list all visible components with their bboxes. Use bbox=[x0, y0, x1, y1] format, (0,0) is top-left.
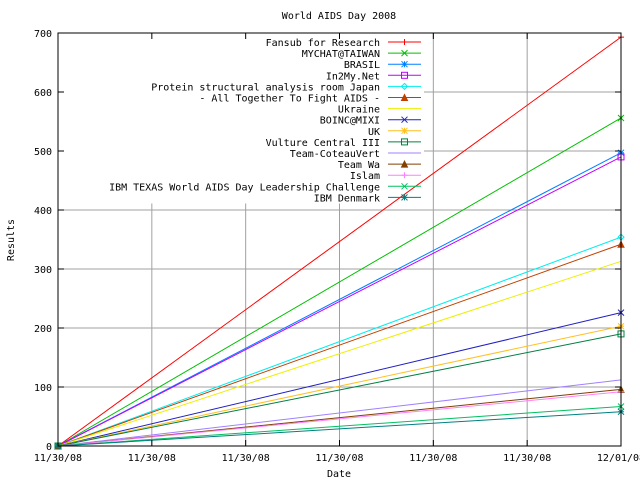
legend-label: Vulture Central III bbox=[266, 138, 380, 149]
legend: Fansub for ResearchMYCHAT@TAIWANBRASILIn… bbox=[109, 38, 421, 204]
series-line bbox=[57, 36, 622, 447]
legend-label: Team Wa bbox=[338, 160, 380, 171]
x-tick-label: 11/30/08 bbox=[34, 453, 82, 464]
x-axis-label: Date bbox=[327, 469, 351, 480]
point-marker bbox=[400, 159, 409, 168]
series-line bbox=[57, 379, 622, 447]
series-line bbox=[57, 312, 622, 447]
legend-label: In2My.Net bbox=[326, 71, 380, 82]
legend-label: - All Together To Fight AIDS - bbox=[199, 94, 380, 105]
grid bbox=[58, 33, 621, 446]
point-marker bbox=[401, 116, 408, 124]
y-axis-label: Results bbox=[6, 219, 17, 261]
x-tick-label: 11/30/08 bbox=[128, 453, 176, 464]
legend-label: UK bbox=[368, 127, 380, 138]
legend-box bbox=[60, 34, 424, 204]
series-line bbox=[57, 236, 622, 447]
legend-label: Team-CoteauVert bbox=[290, 149, 380, 160]
y-tick-label: 200 bbox=[34, 324, 52, 335]
point-marker bbox=[401, 127, 408, 135]
y-tick-label: 0 bbox=[46, 442, 52, 453]
series-line bbox=[57, 260, 622, 447]
point-marker bbox=[401, 39, 408, 45]
legend-label: IBM TEXAS World AIDS Day Leadership Chal… bbox=[109, 182, 380, 193]
x-tick-label: 11/30/08 bbox=[409, 453, 457, 464]
x-tick-label: 11/30/08 bbox=[222, 453, 270, 464]
y-tick-label: 700 bbox=[34, 29, 52, 40]
legend-label: Fansub for Research bbox=[266, 38, 380, 49]
point-marker bbox=[401, 138, 408, 146]
y-tick-label: 300 bbox=[34, 265, 52, 276]
x-tick-label: 12/01/08 bbox=[597, 453, 640, 464]
chart-title: World AIDS Day 2008 bbox=[282, 11, 396, 22]
legend-background bbox=[60, 34, 424, 204]
legend-label: MYCHAT@TAIWAN bbox=[302, 49, 380, 60]
point-marker bbox=[401, 60, 408, 68]
series-line bbox=[57, 333, 622, 447]
point-marker bbox=[400, 93, 409, 101]
series-line bbox=[57, 243, 622, 447]
x-tick-label: 11/30/08 bbox=[315, 453, 363, 464]
axis-ticks: 0 100 200 300 400 500 600 700 11/30/08 11/30/08 11… bbox=[34, 29, 640, 464]
series-line bbox=[57, 152, 622, 447]
series-layer bbox=[54, 34, 625, 450]
point-marker bbox=[401, 49, 408, 57]
x-tick-label: 11/30/08 bbox=[503, 453, 551, 464]
y-tick-label: 500 bbox=[34, 147, 52, 158]
y-tick-label: 400 bbox=[34, 206, 52, 217]
legend-label: BOINC@MIXI bbox=[320, 116, 380, 127]
point-marker bbox=[401, 182, 408, 190]
legend-label: Ukraine bbox=[338, 105, 380, 116]
series-line bbox=[57, 325, 622, 447]
series-line bbox=[57, 156, 622, 447]
legend-label: BRASIL bbox=[344, 60, 380, 71]
point-marker bbox=[401, 194, 408, 201]
y-tick-label: 100 bbox=[34, 383, 52, 394]
legend-label: IBM Denmark bbox=[314, 193, 380, 204]
point-marker bbox=[400, 82, 409, 91]
series-line bbox=[57, 391, 622, 447]
series-line bbox=[57, 117, 622, 447]
series-line bbox=[57, 405, 622, 447]
point-marker bbox=[401, 71, 408, 79]
legend-label: Islam bbox=[350, 171, 380, 182]
legend-label: Protein structural analysis room Japan bbox=[151, 82, 380, 93]
y-tick-label: 600 bbox=[34, 88, 52, 99]
point-marker bbox=[401, 172, 408, 179]
